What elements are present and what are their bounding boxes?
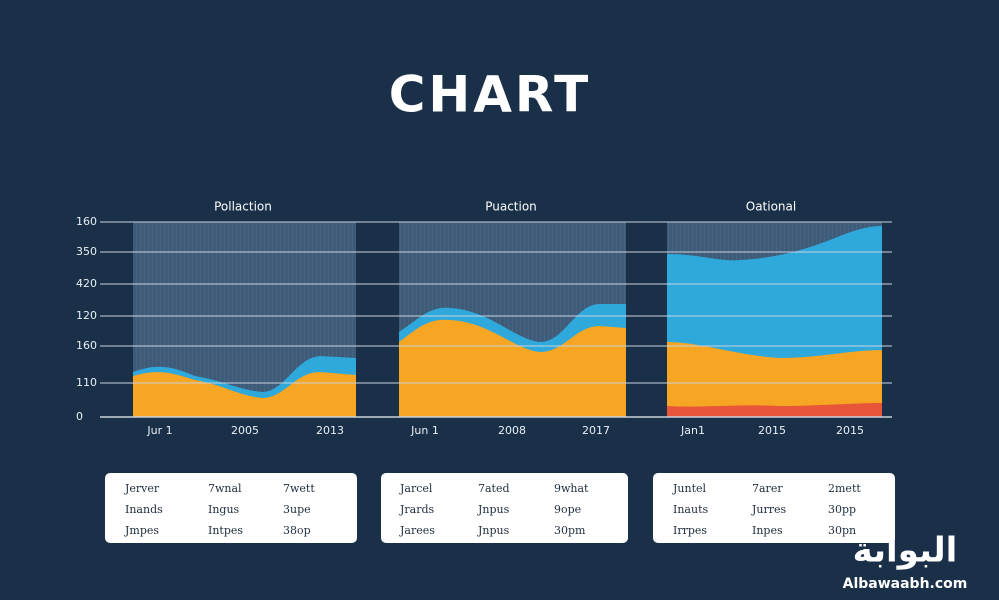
table-cell: Ingus	[208, 503, 240, 516]
table-cell: Jnpus	[477, 524, 510, 537]
y-label: 350	[76, 245, 97, 258]
y-label: 110	[76, 376, 97, 389]
table-cell: Inpes	[752, 524, 783, 537]
table-cell: 7ated	[478, 482, 510, 495]
y-label: 420	[76, 277, 97, 290]
table-cell: 9what	[554, 482, 589, 495]
table-cell: Jerver	[124, 482, 160, 495]
grid-lines	[100, 221, 892, 418]
area	[399, 319, 626, 417]
table-cell: 3upe	[283, 503, 311, 516]
x-label: Jan1	[680, 424, 705, 437]
table-cell: 2mett	[828, 482, 861, 495]
x-label: 2013	[316, 424, 344, 437]
table-cell: Jrards	[399, 503, 435, 516]
table-cell: 7arer	[752, 482, 783, 495]
table-cell: Jurres	[751, 503, 787, 516]
x-label: 2008	[498, 424, 526, 437]
watermark-arabic: البوابة	[853, 531, 958, 571]
table-cell: Inauts	[673, 503, 708, 516]
table-cell: Jnpus	[477, 503, 510, 516]
x-label: Jun 1	[410, 424, 439, 437]
y-label: 120	[76, 309, 97, 322]
panel-title: Oational	[746, 200, 796, 214]
x-label: 2005	[231, 424, 259, 437]
table-cell: Irrpes	[673, 524, 707, 537]
y-label: 160	[76, 215, 97, 228]
table-cell: Intpes	[208, 524, 243, 537]
area	[667, 342, 882, 417]
area	[667, 403, 882, 417]
table-box	[653, 473, 895, 543]
x-label: 2015	[836, 424, 864, 437]
table-cell: 30pp	[828, 503, 856, 516]
panel-title: Puaction	[485, 200, 537, 214]
table-cell: Juntel	[672, 482, 707, 495]
panel-title: Pollaction	[214, 200, 272, 214]
x-label: Jur 1	[146, 424, 172, 437]
table-cell: Jmpes	[124, 524, 159, 537]
table-cell: 30pm	[554, 524, 586, 537]
table-box	[105, 473, 357, 543]
y-label: 0	[76, 410, 83, 423]
y-labels: 160 350 420 120 160 110 0	[76, 215, 97, 423]
table-box	[381, 473, 628, 543]
table-cell: 9ope	[554, 503, 581, 516]
y-label: 160	[76, 339, 97, 352]
title: CHART	[389, 66, 592, 124]
panels: Pollaction Jur 1 2005 2013 Jerver 7wnal 7wett I…	[105, 200, 895, 543]
table-cell: Jarcel	[399, 482, 433, 495]
table-cell: 7wnal	[208, 482, 242, 495]
x-label: 2015	[758, 424, 786, 437]
table-cell: 7wett	[283, 482, 315, 495]
table-cell: 38op	[283, 524, 311, 537]
table-cell: 30pn	[828, 524, 856, 537]
x-label: 2017	[582, 424, 610, 437]
table-cell: Inands	[125, 503, 163, 516]
watermark-site: Albawaabh.com	[843, 576, 968, 592]
table-cell: Jarees	[399, 524, 435, 537]
